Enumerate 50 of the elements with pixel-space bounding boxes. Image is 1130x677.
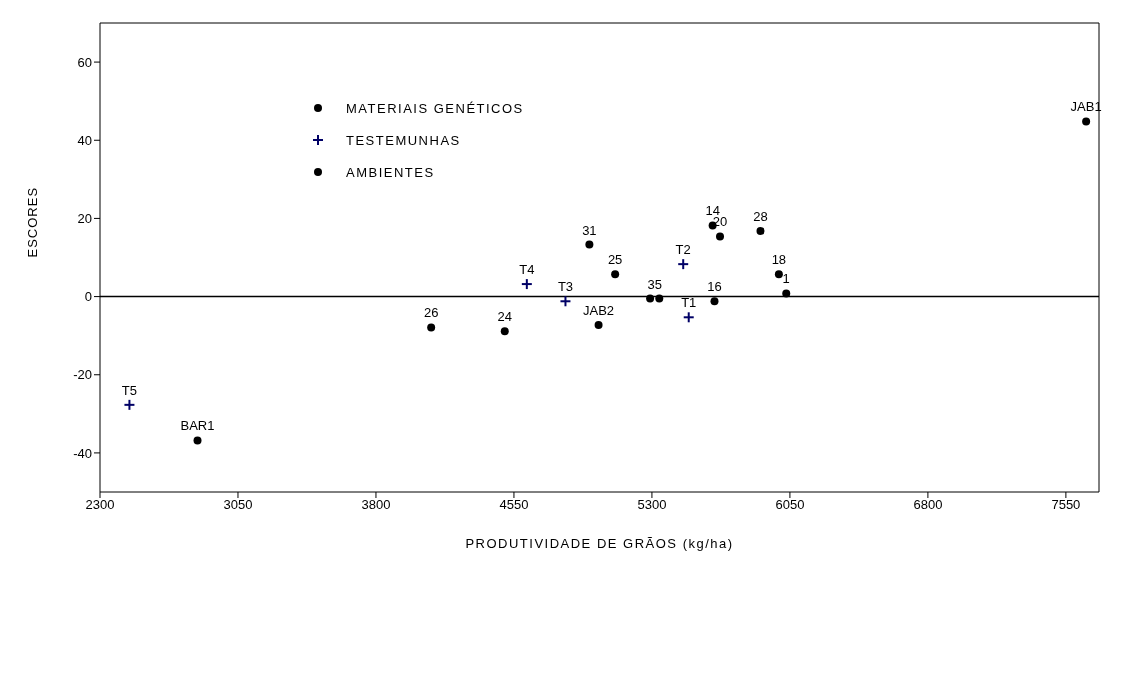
point <box>594 321 603 330</box>
annotation: T4 <box>519 262 535 278</box>
point <box>1082 117 1091 126</box>
x-axis-title: PRODUTIVIDADE DE GRÃOS (kg/ha) <box>465 536 734 551</box>
legend-label: TESTEMUNHAS <box>346 132 461 148</box>
x-tick-label: 3050 <box>223 497 253 513</box>
point <box>500 327 509 336</box>
legend-label: MATERIAIS GENÉTICOS <box>346 100 524 116</box>
point <box>611 270 620 279</box>
y-tick-label: -20 <box>73 367 92 383</box>
annotation: 18 <box>771 252 787 268</box>
y-tick-label: 60 <box>77 54 92 70</box>
y-tick-label: 20 <box>77 211 92 227</box>
y-tick-label: 0 <box>84 289 92 305</box>
x-tick-label: 4550 <box>499 497 529 513</box>
annotation: 16 <box>707 279 722 295</box>
x-tick-label: 3800 <box>361 497 391 513</box>
y-tick-label: 40 <box>77 132 92 148</box>
annotation: T1 <box>681 295 697 311</box>
annotation: 24 <box>497 309 512 325</box>
annotation: 1 <box>782 271 790 287</box>
annotation: 25 <box>607 252 623 268</box>
y-axis-title: ESCORES <box>24 186 40 258</box>
point <box>655 294 664 303</box>
annotation: 26 <box>423 305 439 321</box>
y-tick-label: -40 <box>73 445 92 461</box>
point <box>193 436 202 445</box>
annotation: 28 <box>753 208 768 224</box>
x-tick-label: 2300 <box>85 497 115 513</box>
point <box>427 323 436 332</box>
point <box>756 226 765 235</box>
annotation: 31 <box>582 222 597 238</box>
annotation: JAB1 <box>1070 99 1102 115</box>
point <box>585 240 594 249</box>
point <box>646 294 655 303</box>
x-tick-label: 6050 <box>775 497 805 513</box>
x-tick-label: 6800 <box>913 497 943 513</box>
x-tick-label: 5300 <box>637 497 667 513</box>
annotation: 35 <box>647 276 662 292</box>
point <box>710 297 719 306</box>
annotation: T3 <box>557 279 574 295</box>
point <box>716 232 725 241</box>
point <box>782 289 791 298</box>
x-tick-label: 7550 <box>1051 497 1081 513</box>
annotation: T2 <box>675 242 691 258</box>
point <box>774 270 783 279</box>
annotation: BAR1 <box>180 418 215 434</box>
legend-label: AMBIENTES <box>346 164 435 180</box>
annotation: JAB2 <box>583 303 615 319</box>
annotation: T5 <box>121 382 138 398</box>
